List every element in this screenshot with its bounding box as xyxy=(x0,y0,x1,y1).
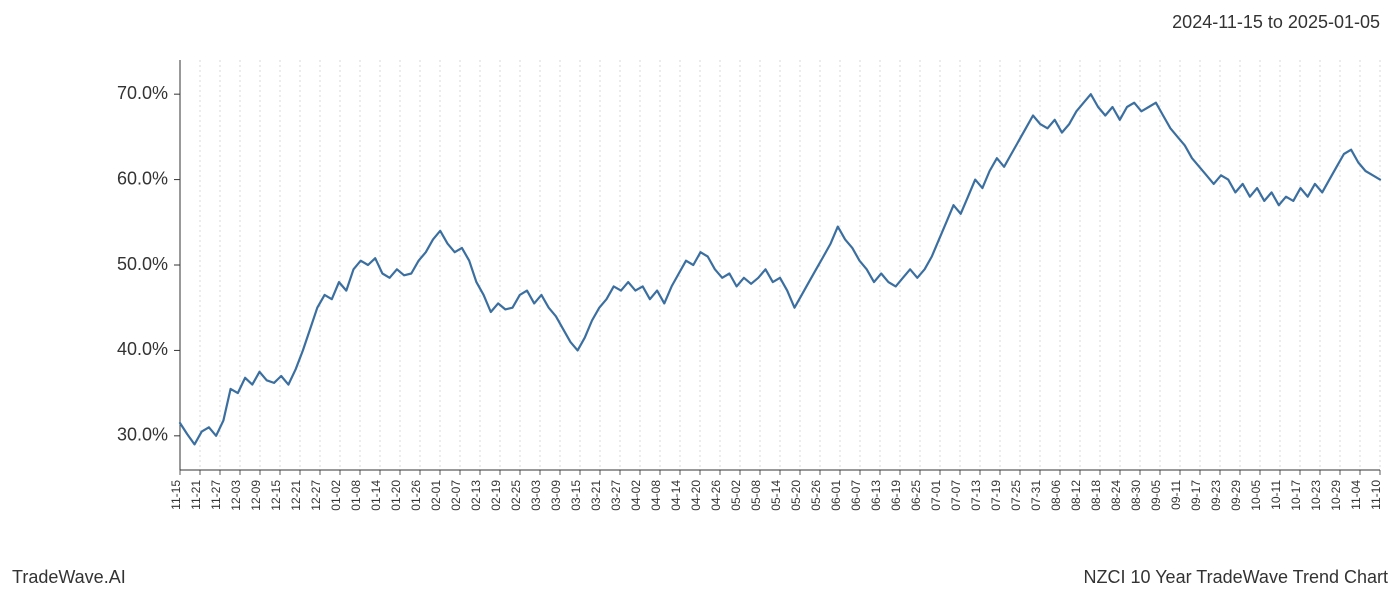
x-tick-label: 05-14 xyxy=(769,480,783,511)
x-tick-label: 06-13 xyxy=(869,480,883,511)
x-tick-label: 04-08 xyxy=(649,480,663,511)
x-tick-label: 07-13 xyxy=(969,480,983,511)
x-tick-label: 01-08 xyxy=(349,480,363,511)
x-tick-label: 06-19 xyxy=(889,480,903,511)
y-tick-label: 70.0% xyxy=(117,83,168,103)
x-tick-label: 01-26 xyxy=(409,480,423,511)
x-tick-label: 07-31 xyxy=(1029,480,1043,511)
x-tick-label: 01-20 xyxy=(389,480,403,511)
x-tick-label: 06-07 xyxy=(849,480,863,511)
x-tick-label: 06-01 xyxy=(829,480,843,511)
y-tick-label: 30.0% xyxy=(117,425,168,445)
x-tick-label: 04-02 xyxy=(629,480,643,511)
x-tick-label: 10-05 xyxy=(1249,480,1263,511)
x-tick-label: 05-08 xyxy=(749,480,763,511)
x-tick-label: 12-27 xyxy=(309,480,323,511)
date-range-label: 2024-11-15 to 2025-01-05 xyxy=(1172,12,1380,33)
x-tick-label: 10-17 xyxy=(1289,480,1303,511)
x-tick-label: 07-19 xyxy=(989,480,1003,511)
x-tick-label: 12-21 xyxy=(289,480,303,511)
x-tick-label: 07-25 xyxy=(1009,480,1023,511)
x-tick-label: 10-23 xyxy=(1309,480,1323,511)
x-tick-label: 09-17 xyxy=(1189,480,1203,511)
x-tick-label: 01-14 xyxy=(369,480,383,511)
x-tick-label: 02-25 xyxy=(509,480,523,511)
x-tick-label: 12-09 xyxy=(249,480,263,511)
footer-chart-title: NZCI 10 Year TradeWave Trend Chart xyxy=(1084,567,1388,588)
y-tick-label: 40.0% xyxy=(117,339,168,359)
x-tick-label: 09-11 xyxy=(1169,480,1183,510)
x-tick-label: 05-20 xyxy=(789,480,803,511)
x-tick-label: 11-04 xyxy=(1349,480,1363,510)
x-tick-label: 01-02 xyxy=(329,480,343,511)
x-tick-label: 06-25 xyxy=(909,480,923,511)
trend-chart-container: 2024-11-15 to 2025-01-05 30.0% 40.0% 50.0%… xyxy=(0,0,1400,600)
x-tick-label: 09-29 xyxy=(1229,480,1243,511)
x-tick-label: 04-26 xyxy=(709,480,723,511)
x-tick-label: 02-01 xyxy=(429,480,443,511)
x-tick-label: 07-01 xyxy=(929,480,943,511)
x-tick-label: 03-15 xyxy=(569,480,583,511)
x-tick-label: 09-23 xyxy=(1209,480,1223,511)
x-tick-label: 08-30 xyxy=(1129,480,1143,511)
x-tick-label: 05-26 xyxy=(809,480,823,511)
x-tick-label: 07-07 xyxy=(949,480,963,511)
x-tick-label: 03-21 xyxy=(589,480,603,511)
x-tick-label: 12-15 xyxy=(269,480,283,511)
x-tick-label: 04-14 xyxy=(669,480,683,511)
x-tick-label: 11-27 xyxy=(209,480,223,510)
footer-brand: TradeWave.AI xyxy=(12,567,126,588)
x-tick-label: 08-24 xyxy=(1109,480,1123,511)
y-tick-label: 50.0% xyxy=(117,254,168,274)
x-tick-label: 11-10 xyxy=(1369,480,1383,510)
x-tick-label: 04-20 xyxy=(689,480,703,511)
x-tick-label: 03-03 xyxy=(529,480,543,511)
y-tick-label: 60.0% xyxy=(117,168,168,188)
x-tick-label: 02-13 xyxy=(469,480,483,511)
x-tick-label: 12-03 xyxy=(229,480,243,511)
x-tick-label: 09-05 xyxy=(1149,480,1163,511)
x-tick-label: 03-27 xyxy=(609,480,623,511)
x-tick-label: 10-11 xyxy=(1269,480,1283,510)
x-tick-label: 03-09 xyxy=(549,480,563,511)
x-tick-label: 02-07 xyxy=(449,480,463,511)
x-tick-label: 11-15 xyxy=(169,480,183,510)
trend-chart-svg: 30.0% 40.0% 50.0% 60.0% 70.0% 11-15 11-21 11-27… xyxy=(0,0,1400,600)
x-tick-label: 08-18 xyxy=(1089,480,1103,511)
x-tick-label: 05-02 xyxy=(729,480,743,511)
x-tick-label: 10-29 xyxy=(1329,480,1343,511)
x-tick-label: 02-19 xyxy=(489,480,503,511)
x-tick-label: 08-06 xyxy=(1049,480,1063,511)
x-tick-label: 11-21 xyxy=(189,480,203,510)
x-tick-label: 08-12 xyxy=(1069,480,1083,511)
